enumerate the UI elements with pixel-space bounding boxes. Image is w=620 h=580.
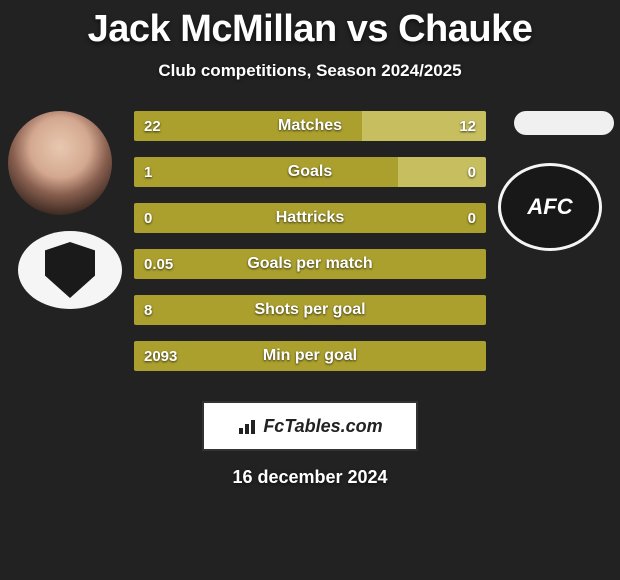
stat-bar-right — [398, 157, 486, 187]
stat-bars: Matches2212 Goals10 Hattricks00 Goals per m… — [134, 111, 486, 387]
stat-bar-left — [134, 111, 362, 141]
player-right-avatar — [514, 111, 614, 135]
comparison-content: AFC Matches2212 Goals10 Hattricks00 Goals p… — [0, 111, 620, 491]
stat-row: Matches2212 — [134, 111, 486, 141]
chart-icon — [237, 416, 259, 436]
player-left-avatar — [8, 111, 112, 215]
stat-bar-right — [362, 111, 486, 141]
page-subtitle: Club competitions, Season 2024/2025 — [0, 61, 620, 81]
stat-row: Hattricks00 — [134, 203, 486, 233]
stat-bar-left — [134, 203, 486, 233]
club-right-crest: AFC — [498, 163, 602, 251]
stat-row: Shots per goal8 — [134, 295, 486, 325]
club-right-text: AFC — [527, 194, 572, 220]
brand-box: FcTables.com — [202, 401, 418, 451]
stat-bar-left — [134, 341, 486, 371]
stat-row: Goals10 — [134, 157, 486, 187]
brand-text: FcTables.com — [263, 416, 382, 437]
stat-bar-left — [134, 157, 398, 187]
date-label: 16 december 2024 — [0, 467, 620, 488]
club-left-crest — [18, 231, 122, 309]
stat-bar-left — [134, 295, 486, 325]
shield-icon — [45, 242, 95, 298]
stat-row: Min per goal2093 — [134, 341, 486, 371]
stat-bar-left — [134, 249, 486, 279]
stat-row: Goals per match0.05 — [134, 249, 486, 279]
page-title: Jack McMillan vs Chauke — [0, 0, 620, 51]
